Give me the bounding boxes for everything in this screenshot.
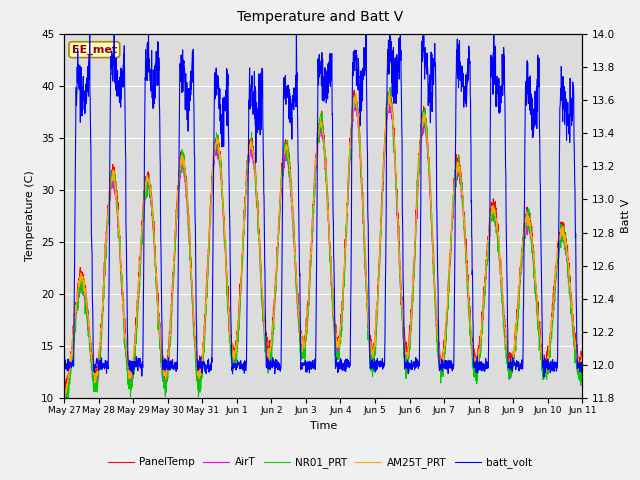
AM25T_PRT [579,351,586,357]
AirT [385,99,392,105]
PanelTemp [351,87,358,93]
batt_volt [205,368,212,374]
NR01_PRT [60,396,68,401]
AirT [60,396,68,401]
AirT [349,114,357,120]
NR01_PRT [386,84,394,90]
AM25T_PRT [349,105,357,111]
AirT [205,254,212,260]
Line: AirT: AirT [64,102,582,398]
batt_volt [145,31,152,36]
PanelTemp [205,240,212,246]
NR01_PRT [579,365,586,371]
batt_volt [474,360,481,366]
NR01_PRT [349,105,357,111]
PanelTemp [60,382,68,388]
AM25T_PRT [60,392,68,398]
Line: NR01_PRT: NR01_PRT [64,87,582,398]
PanelTemp [474,356,482,361]
batt_volt [349,49,357,55]
AM25T_PRT [533,296,541,302]
AM25T_PRT [548,327,556,333]
Line: batt_volt: batt_volt [64,34,582,377]
batt_volt [338,360,346,366]
AM25T_PRT [474,360,482,366]
AM25T_PRT [385,88,393,94]
X-axis label: Time: Time [310,420,337,431]
NR01_PRT [205,243,212,249]
AirT [338,319,346,325]
PanelTemp [338,299,346,304]
AirT [474,365,481,371]
PanelTemp [349,96,357,101]
batt_volt [60,361,68,367]
Y-axis label: Batt V: Batt V [621,199,631,233]
AirT [547,327,555,333]
batt_volt [579,360,586,365]
Line: AM25T_PRT: AM25T_PRT [64,91,582,397]
PanelTemp [61,396,69,401]
AM25T_PRT [61,394,68,400]
NR01_PRT [60,395,68,401]
Line: PanelTemp: PanelTemp [64,90,582,398]
PanelTemp [579,350,586,356]
AM25T_PRT [338,307,346,312]
NR01_PRT [338,309,346,315]
NR01_PRT [548,333,556,338]
AirT [533,309,541,314]
AirT [579,361,586,367]
NR01_PRT [474,364,482,370]
batt_volt [548,361,556,367]
PanelTemp [533,299,541,304]
Legend: PanelTemp, AirT, NR01_PRT, AM25T_PRT, batt_volt: PanelTemp, AirT, NR01_PRT, AM25T_PRT, ba… [104,453,536,472]
NR01_PRT [533,310,541,315]
PanelTemp [548,317,556,323]
batt_volt [540,374,548,380]
batt_volt [533,126,541,132]
AM25T_PRT [205,236,212,242]
Y-axis label: Temperature (C): Temperature (C) [26,170,35,262]
Text: Temperature and Batt V: Temperature and Batt V [237,10,403,24]
Text: EE_met: EE_met [72,45,117,55]
